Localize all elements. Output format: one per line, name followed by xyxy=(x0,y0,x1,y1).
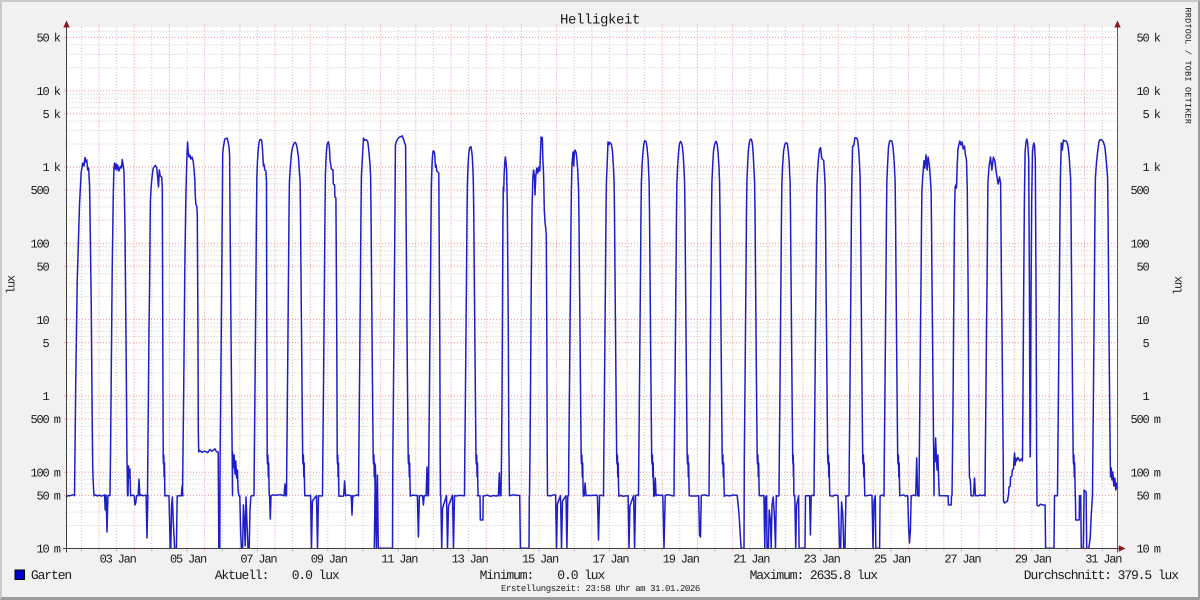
svg-text:100: 100 xyxy=(1130,238,1149,252)
svg-text:500: 500 xyxy=(1130,184,1149,198)
svg-text:100: 100 xyxy=(30,238,49,252)
svg-text:0.0 lux: 0.0 lux xyxy=(292,568,340,583)
svg-text:03 Jan: 03 Jan xyxy=(100,553,137,567)
svg-text:m: m xyxy=(54,543,61,557)
svg-text:11 Jan: 11 Jan xyxy=(381,553,418,567)
svg-text:k: k xyxy=(1154,161,1161,175)
svg-text:19 Jan: 19 Jan xyxy=(663,553,700,567)
svg-text:k: k xyxy=(54,85,61,99)
svg-text:29 Jan: 29 Jan xyxy=(1015,553,1052,567)
svg-text:Garten: Garten xyxy=(31,568,72,583)
svg-text:50: 50 xyxy=(1136,261,1149,275)
svg-text:1: 1 xyxy=(1142,161,1149,175)
svg-text:Erstellungszeit: 23:58 Uhr am: Erstellungszeit: 23:58 Uhr am 31.01.2026 xyxy=(501,584,700,594)
svg-text:m: m xyxy=(1154,413,1161,427)
svg-text:lux: lux xyxy=(5,275,19,294)
svg-text:Minimum:: Minimum: xyxy=(480,568,534,583)
svg-text:500: 500 xyxy=(1130,413,1149,427)
svg-text:50: 50 xyxy=(36,489,49,503)
svg-text:17 Jan: 17 Jan xyxy=(592,553,629,567)
svg-text:100: 100 xyxy=(30,466,49,480)
svg-text:Helligkeit: Helligkeit xyxy=(560,13,640,29)
svg-text:09 Jan: 09 Jan xyxy=(311,553,348,567)
svg-text:0.0 lux: 0.0 lux xyxy=(557,568,605,583)
svg-text:15 Jan: 15 Jan xyxy=(522,553,559,567)
svg-text:50: 50 xyxy=(1136,32,1149,46)
svg-text:m: m xyxy=(1154,543,1161,557)
svg-text:k: k xyxy=(54,161,61,175)
svg-text:lux: lux xyxy=(1172,276,1186,295)
svg-text:10: 10 xyxy=(36,314,49,328)
svg-text:5: 5 xyxy=(42,337,49,351)
svg-text:07 Jan: 07 Jan xyxy=(240,553,277,567)
svg-text:k: k xyxy=(1154,32,1161,46)
svg-text:k: k xyxy=(1154,108,1161,122)
svg-text:1: 1 xyxy=(42,390,49,404)
svg-text:m: m xyxy=(54,466,61,480)
svg-text:5: 5 xyxy=(1142,337,1149,351)
svg-text:RRDTOOL / TOBI OETIKER: RRDTOOL / TOBI OETIKER xyxy=(1183,8,1193,125)
svg-text:10: 10 xyxy=(1136,543,1149,557)
svg-text:31 Jan: 31 Jan xyxy=(1085,553,1122,567)
svg-text:1: 1 xyxy=(1142,390,1149,404)
svg-text:Durchschnitt: 379.5 lux: Durchschnitt: 379.5 lux xyxy=(1024,568,1179,583)
svg-text:k: k xyxy=(54,108,61,122)
svg-text:10: 10 xyxy=(1136,85,1149,99)
svg-text:27 Jan: 27 Jan xyxy=(944,553,981,567)
svg-text:13 Jan: 13 Jan xyxy=(452,553,489,567)
svg-text:1: 1 xyxy=(42,161,49,175)
svg-text:05 Jan: 05 Jan xyxy=(170,553,207,567)
svg-text:500: 500 xyxy=(30,413,49,427)
svg-text:5: 5 xyxy=(42,108,49,122)
svg-text:Maximum: 2635.8 lux: Maximum: 2635.8 lux xyxy=(750,568,879,583)
svg-text:50: 50 xyxy=(1136,489,1149,503)
svg-text:k: k xyxy=(1154,85,1161,99)
svg-text:21 Jan: 21 Jan xyxy=(733,553,770,567)
svg-text:25 Jan: 25 Jan xyxy=(874,553,911,567)
svg-text:500: 500 xyxy=(30,184,49,198)
svg-text:k: k xyxy=(54,32,61,46)
svg-text:5: 5 xyxy=(1142,108,1149,122)
svg-text:23 Jan: 23 Jan xyxy=(804,553,841,567)
svg-text:m: m xyxy=(54,489,61,503)
svg-text:10: 10 xyxy=(36,85,49,99)
svg-text:m: m xyxy=(54,413,61,427)
svg-text:10: 10 xyxy=(1136,314,1149,328)
svg-text:m: m xyxy=(1154,489,1161,503)
svg-text:m: m xyxy=(1154,466,1161,480)
svg-text:10: 10 xyxy=(36,543,49,557)
svg-text:50: 50 xyxy=(36,261,49,275)
svg-text:50: 50 xyxy=(36,32,49,46)
svg-text:100: 100 xyxy=(1130,466,1149,480)
svg-text:Aktuell:: Aktuell: xyxy=(215,568,269,583)
